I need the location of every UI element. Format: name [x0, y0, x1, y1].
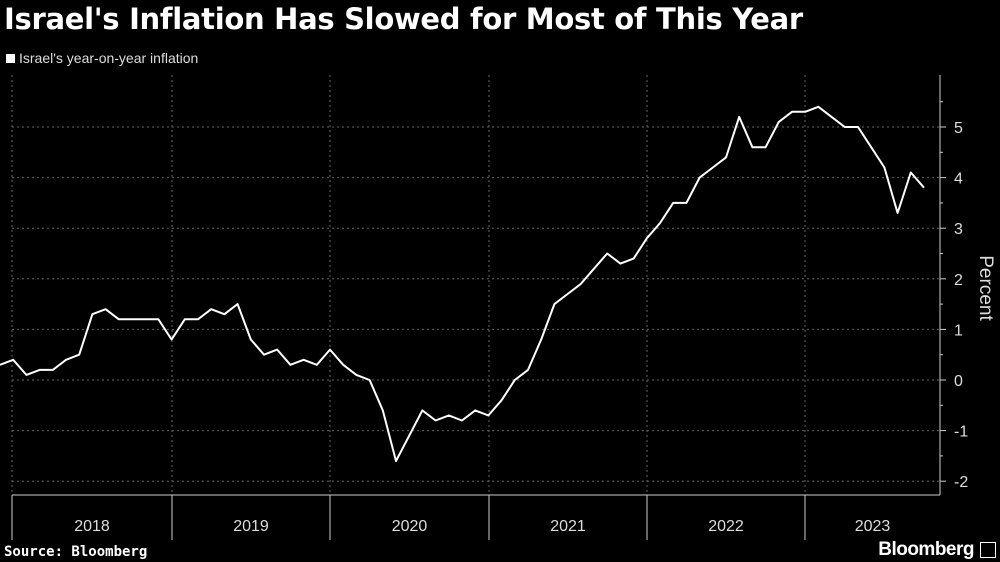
y-axis-label: Percent [975, 255, 996, 321]
x-tick-label: 2018 [74, 518, 110, 535]
y-tick-label: 0 [954, 373, 963, 390]
x-tick-label: 2019 [233, 518, 269, 535]
y-tick-label: -2 [954, 474, 968, 491]
x-tick-label: 2023 [855, 518, 891, 535]
y-tick-label: 4 [954, 171, 963, 188]
source-note: Source: Bloomberg [4, 544, 148, 560]
y-tick-label: 5 [954, 120, 963, 137]
chart-title: Israel's Inflation Has Slowed for Most o… [4, 2, 803, 36]
x-tick-label: 2020 [392, 518, 428, 535]
legend-label: Israel's year-on-year inflation [19, 50, 199, 66]
logo-mark-icon [980, 542, 996, 558]
y-tick-label: 1 [954, 322, 963, 339]
y-tick-label: 3 [954, 221, 963, 238]
legend: Israel's year-on-year inflation [6, 50, 198, 66]
series-line-israel-inflation [0, 105, 925, 462]
y-tick-label: 2 [954, 272, 963, 289]
x-tick-label: 2022 [708, 518, 744, 535]
bloomberg-logo: Bloomberg [878, 539, 974, 560]
legend-swatch [6, 53, 15, 63]
y-tick-label: -1 [954, 424, 968, 441]
x-tick-label: 2021 [550, 518, 586, 535]
